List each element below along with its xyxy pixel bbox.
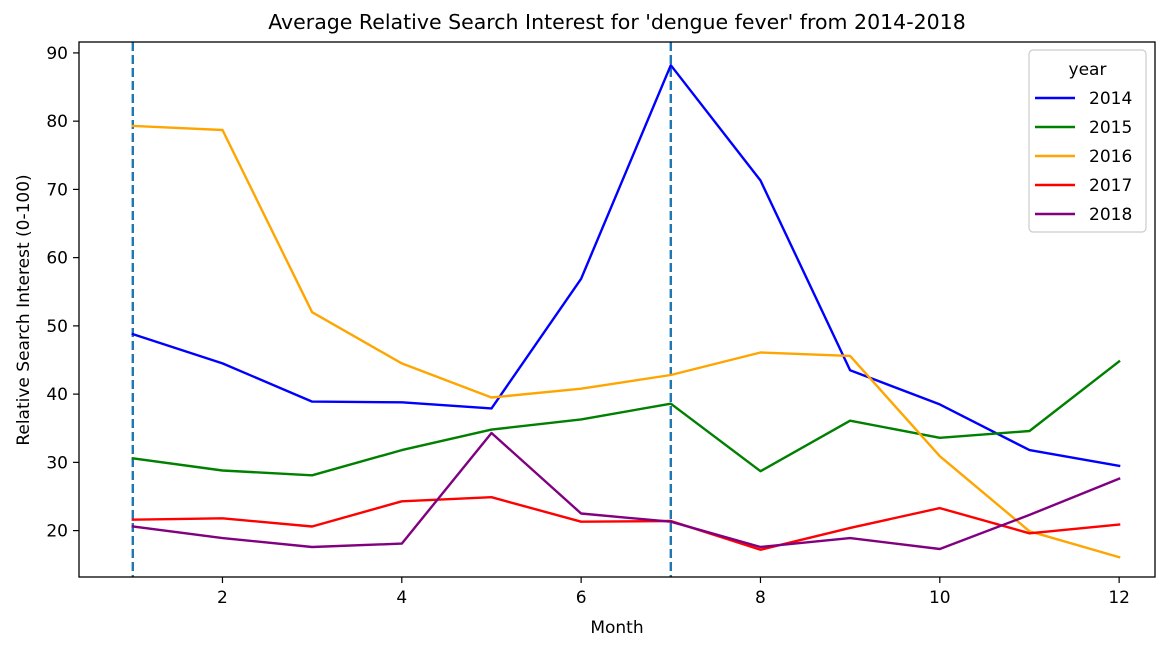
series-line-2014 [131, 63, 1121, 468]
x-tick-label-8: 8 [755, 588, 766, 608]
chart-title: Average Relative Search Interest for 'de… [268, 10, 966, 34]
legend-box [1028, 49, 1147, 233]
legend: year 2014 2015 2016 2017 2018 [1028, 49, 1147, 233]
x-tick-label-6: 6 [576, 588, 587, 608]
y-tick-label-80: 80 [46, 112, 68, 132]
y-tick-label-90: 90 [46, 44, 68, 64]
legend-label-2018: 2018 [1089, 205, 1132, 225]
y-tick-label-40: 40 [46, 385, 68, 405]
x-tick-label-12: 12 [1108, 588, 1130, 608]
y-tick-label-60: 60 [46, 249, 68, 269]
y-tick-label-30: 30 [46, 453, 68, 473]
y-tick-label-70: 70 [46, 180, 68, 200]
axes-frame [78, 41, 1156, 578]
y-axis-label: Relative Search Interest (0-100) [14, 174, 34, 445]
plot-area: 2 4 6 8 10 12 20 30 40 50 60 70 80 90 [46, 41, 1156, 608]
series-line-2015 [131, 359, 1121, 477]
x-tick-label-2: 2 [217, 588, 228, 608]
legend-label-2017: 2017 [1089, 176, 1132, 196]
legend-label-2014: 2014 [1089, 89, 1132, 109]
series-line-2016 [131, 124, 1121, 559]
x-axis-label: Month [590, 618, 643, 638]
legend-label-2015: 2015 [1089, 118, 1132, 138]
legend-title: year [1069, 60, 1107, 80]
series-line-2018 [131, 431, 1121, 551]
series-group [131, 63, 1121, 559]
y-tick-label-50: 50 [46, 317, 68, 337]
legend-label-2016: 2016 [1089, 147, 1132, 167]
y-tick-label-20: 20 [46, 522, 68, 542]
series-line-2017 [131, 496, 1121, 551]
x-tick-label-4: 4 [396, 588, 407, 608]
x-tick-label-10: 10 [929, 588, 951, 608]
